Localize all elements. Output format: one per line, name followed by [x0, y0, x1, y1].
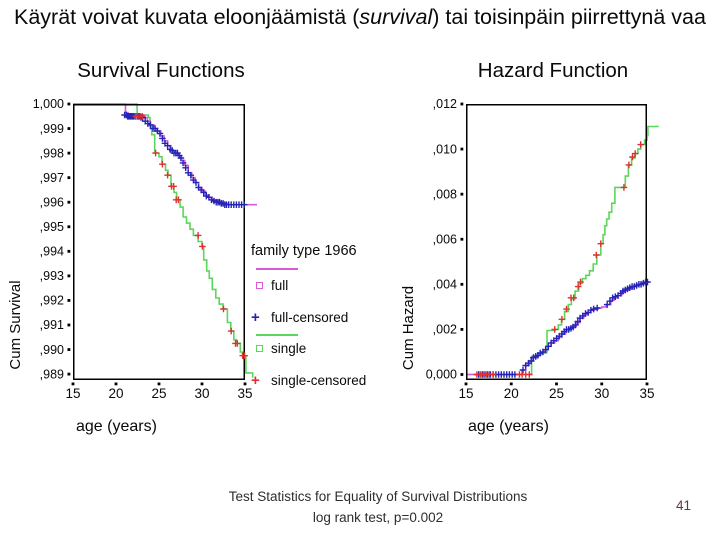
svg-text:30: 30 [194, 386, 209, 401]
svg-text:25: 25 [549, 386, 564, 401]
legend-item-label: single-censored [271, 373, 367, 388]
svg-text:,004: ,004 [433, 278, 457, 292]
svg-text:,994: ,994 [40, 245, 64, 259]
svg-text:,993: ,993 [40, 269, 64, 283]
survival-chart-title: Survival Functions [77, 59, 245, 82]
legend-title: family type 1966 [251, 243, 357, 259]
slide-title: Käyrät voivat kuvata eloonjäämistä (surv… [14, 5, 720, 30]
footer-line-2: log rank test, p=0.002 [312, 510, 444, 525]
svg-text:,996: ,996 [40, 195, 64, 209]
legend-item-label: full [271, 278, 289, 293]
svg-text:,002: ,002 [433, 323, 457, 337]
legend-single-line-swatch [256, 334, 298, 336]
footer-line-1: Test Statistics for Equality of Survival… [228, 489, 528, 504]
svg-text:,991: ,991 [40, 318, 64, 332]
svg-text:15: 15 [458, 386, 473, 401]
svg-text:,006: ,006 [433, 232, 457, 246]
hazard-y-axis-label: Cum Hazard [400, 285, 417, 371]
svg-text:20: 20 [108, 386, 123, 401]
svg-text:,998: ,998 [40, 146, 64, 160]
survival-x-axis-label: age (years) [76, 418, 157, 435]
svg-text:,008: ,008 [433, 187, 457, 201]
square-marker-icon [251, 282, 267, 289]
svg-text:35: 35 [237, 386, 252, 401]
plus-marker-icon: + [251, 308, 260, 326]
legend: family type 1966 full + full-censored si… [251, 243, 377, 388]
survival-y-axis-label: Cum Survival [7, 280, 24, 370]
hazard-plot-area: ,012 ,010 ,008 ,006 ,004 ,002 0,000 15 20 25 30 35 [426, 97, 659, 401]
footer-caption: Test Statistics for Equality of Survival… [158, 486, 598, 528]
legend-item-single: single [251, 341, 377, 356]
svg-text:1,000: 1,000 [33, 97, 64, 111]
svg-text:,997: ,997 [40, 171, 64, 185]
legend-full-line-swatch [256, 268, 298, 270]
legend-item-label: full-censored [271, 310, 349, 325]
svg-text:20: 20 [504, 386, 519, 401]
svg-text:,995: ,995 [40, 220, 64, 234]
svg-text:25: 25 [151, 386, 166, 401]
slide-title-text: Käyrät voivat kuvata eloonjäämistä ( [14, 5, 360, 29]
svg-text:,989: ,989 [40, 367, 64, 381]
survival-plot-area: 1,000 ,999 ,998 ,997 ,996 ,995 ,994 ,993 ,992 ,99… [33, 97, 257, 401]
legend-item-full-censored: + full-censored [251, 308, 377, 326]
svg-text:,990: ,990 [40, 343, 64, 357]
svg-text:15: 15 [65, 386, 80, 401]
legend-item-label: single [271, 341, 307, 356]
svg-text:,010: ,010 [433, 142, 457, 156]
svg-text:30: 30 [594, 386, 609, 401]
plus-marker-icon: + [251, 371, 260, 389]
slide-title-tail: ) tai toisinpäin piirrettynä vaa [432, 5, 706, 29]
svg-text:,999: ,999 [40, 122, 64, 136]
hazard-chart-title: Hazard Function [477, 59, 629, 82]
legend-item-full: full [251, 278, 377, 293]
page-number: 41 [676, 498, 692, 513]
square-marker-icon [251, 345, 267, 352]
svg-text:,992: ,992 [40, 294, 64, 308]
legend-item-single-censored: + single-censored [251, 371, 377, 389]
svg-text:,012: ,012 [433, 97, 457, 111]
slide-title-italic: survival [359, 5, 433, 29]
svg-text:35: 35 [639, 386, 654, 401]
svg-text:0,000: 0,000 [426, 368, 457, 382]
hazard-x-axis-label: age (years) [468, 418, 549, 435]
